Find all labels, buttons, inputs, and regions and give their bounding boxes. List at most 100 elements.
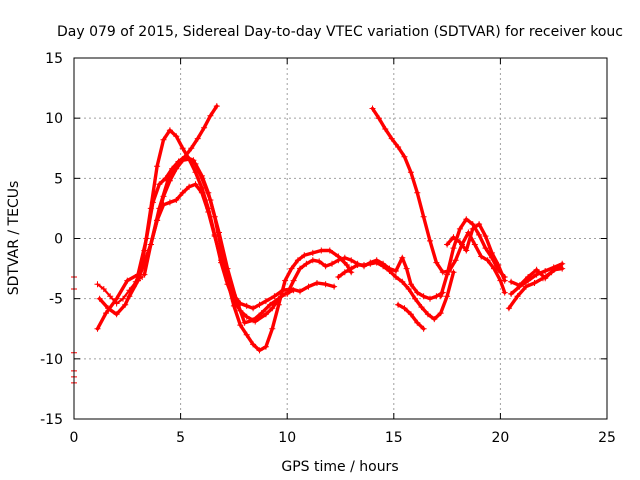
data-point: [156, 181, 163, 188]
data-point: [262, 298, 269, 305]
data-point: [290, 277, 297, 284]
data-point: [354, 262, 361, 268]
y-tick-label: 5: [54, 171, 63, 187]
data-point: [271, 293, 278, 300]
data-point: [505, 305, 512, 312]
data-point: [166, 127, 173, 134]
data-point: [205, 209, 212, 215]
data-point: [407, 169, 414, 176]
data-point: [243, 313, 250, 320]
data-point: [444, 293, 451, 300]
data-point: [450, 269, 457, 276]
data-point: [314, 280, 320, 286]
data-point: [501, 289, 508, 296]
data-point: [179, 189, 186, 196]
data-point: [382, 126, 389, 132]
data-point: [230, 302, 237, 309]
data-point: [105, 305, 112, 312]
data-point: [476, 221, 483, 228]
data-point: [103, 310, 109, 317]
data-point: [269, 305, 276, 312]
data-point: [113, 311, 120, 318]
series-track-6: [94, 274, 146, 307]
data-point: [309, 257, 316, 264]
data-point: [401, 153, 408, 160]
x-axis-label: GPS time / hours: [281, 459, 398, 475]
data-point: [395, 144, 402, 150]
data-point: [386, 268, 393, 274]
data-point: [550, 266, 557, 273]
data-point: [164, 177, 171, 184]
data-point: [160, 136, 167, 143]
data-point: [258, 310, 265, 317]
data-point: [316, 258, 323, 265]
data-point: [542, 268, 549, 274]
data-point: [414, 319, 421, 326]
data-point: [147, 241, 154, 248]
data-point: [431, 316, 438, 323]
y-tick-label: 0: [54, 232, 63, 248]
data-point: [294, 257, 301, 264]
data-point: [194, 135, 201, 142]
data-point: [201, 124, 208, 131]
data-point: [437, 293, 444, 300]
data-point: [243, 331, 250, 338]
y-tick-label: -10: [40, 352, 63, 368]
data-point: [275, 301, 282, 308]
data-point: [478, 253, 485, 260]
data-point: [318, 247, 325, 254]
data-point: [407, 311, 414, 318]
data-series: [71, 103, 566, 386]
data-point: [192, 181, 199, 188]
y-tick-label: 15: [45, 51, 63, 67]
chart-title: Day 079 of 2015, Sidereal Day-to-day VTE…: [57, 24, 623, 40]
data-point: [243, 302, 250, 309]
series-track-12: [444, 221, 508, 284]
data-point: [250, 305, 257, 312]
data-point: [343, 262, 350, 268]
data-point: [523, 283, 529, 290]
data-point: [198, 189, 205, 196]
data-point: [456, 225, 463, 232]
data-point: [166, 199, 173, 206]
data-point: [250, 341, 257, 348]
data-point: [501, 277, 508, 284]
data-point: [218, 257, 225, 264]
data-point: [367, 260, 374, 267]
series-line: [97, 155, 281, 325]
data-point: [241, 319, 248, 326]
data-point: [439, 269, 446, 276]
data-point: [132, 278, 139, 285]
data-point: [322, 281, 329, 288]
data-point: [256, 347, 263, 354]
data-point: [424, 311, 431, 318]
data-point: [495, 262, 502, 268]
data-point: [392, 268, 399, 274]
data-point: [335, 274, 342, 280]
data-point: [482, 233, 489, 240]
data-point: [275, 295, 282, 302]
data-point: [188, 145, 195, 152]
data-point: [279, 287, 286, 294]
data-point: [418, 304, 425, 311]
data-point: [297, 265, 303, 272]
data-point: [433, 259, 440, 266]
data-point: [179, 145, 186, 152]
data-point: [124, 277, 131, 284]
x-tick-label: 15: [385, 430, 403, 446]
data-point: [420, 293, 427, 300]
data-point: [412, 295, 419, 302]
data-point: [94, 281, 101, 288]
data-point: [173, 163, 180, 170]
data-point: [139, 274, 146, 280]
data-point: [216, 229, 222, 236]
data-point: [262, 311, 269, 318]
data-point: [427, 295, 433, 302]
data-point: [233, 295, 239, 302]
data-point: [388, 135, 395, 142]
data-point: [420, 213, 427, 220]
data-point: [181, 153, 188, 160]
data-point: [508, 290, 515, 297]
data-point: [284, 290, 291, 297]
x-tick-label: 5: [176, 430, 185, 446]
